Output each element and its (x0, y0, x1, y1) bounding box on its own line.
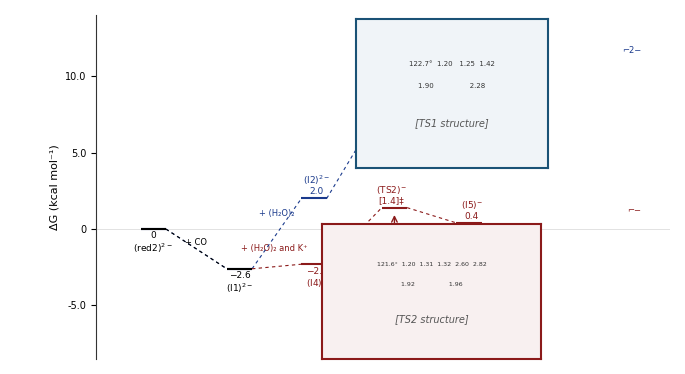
Text: $\mathregular{(red2)^{2-}}$: $\mathregular{(red2)^{2-}}$ (134, 242, 173, 255)
Y-axis label: ΔG (kcal mol⁻¹): ΔG (kcal mol⁻¹) (49, 144, 59, 230)
Text: $\mathregular{(I5)^{-}}$: $\mathregular{(I5)^{-}}$ (461, 199, 483, 211)
Text: $\mathregular{(I3)^{2-}}$: $\mathregular{(I3)^{2-}}$ (458, 96, 486, 109)
Text: [TS1 structure]: [TS1 structure] (415, 119, 489, 128)
Text: 7.1: 7.1 (464, 109, 479, 118)
Text: [TS2 structure]: [TS2 structure] (395, 314, 469, 324)
Text: [8.0]‡: [8.0]‡ (379, 95, 405, 104)
Text: −2.3: −2.3 (306, 267, 328, 276)
Text: 1.90                2.28: 1.90 2.28 (419, 83, 486, 89)
Text: $\mathregular{(TS1)^{2-}}$: $\mathregular{(TS1)^{2-}}$ (373, 82, 410, 95)
Text: 1.92                 1.96: 1.92 1.96 (401, 282, 462, 288)
Text: $\mathregular{(I4)^{-}}$: $\mathregular{(I4)^{-}}$ (306, 277, 328, 289)
Text: $\mathregular{(TS2)^{-}}$: $\mathregular{(TS2)^{-}}$ (376, 184, 407, 196)
Text: [1.4]‡: [1.4]‡ (379, 196, 404, 205)
Text: 0: 0 (151, 232, 156, 240)
Text: 121.6°  1.20  1.31  1.32  2.60  2.82: 121.6° 1.20 1.31 1.32 2.60 2.82 (377, 262, 486, 267)
Text: ⌐2−: ⌐2− (622, 46, 641, 55)
Text: $\mathregular{(I2)^{2-}}$: $\mathregular{(I2)^{2-}}$ (303, 174, 331, 187)
Text: + (H₂O)₂: + (H₂O)₂ (259, 209, 295, 218)
Text: ⌐−: ⌐− (627, 206, 641, 215)
Text: 2.0: 2.0 (310, 187, 324, 196)
Text: 0.4: 0.4 (465, 212, 479, 221)
Text: + (H₂O)₂ and K⁺: + (H₂O)₂ and K⁺ (240, 245, 307, 254)
Text: + CO: + CO (186, 238, 208, 247)
Text: 122.7°  1.20   1.25  1.42: 122.7° 1.20 1.25 1.42 (409, 61, 495, 67)
Text: $\mathregular{(I1)^{2-}}$: $\mathregular{(I1)^{2-}}$ (226, 282, 253, 295)
Text: −2.6: −2.6 (229, 271, 250, 280)
